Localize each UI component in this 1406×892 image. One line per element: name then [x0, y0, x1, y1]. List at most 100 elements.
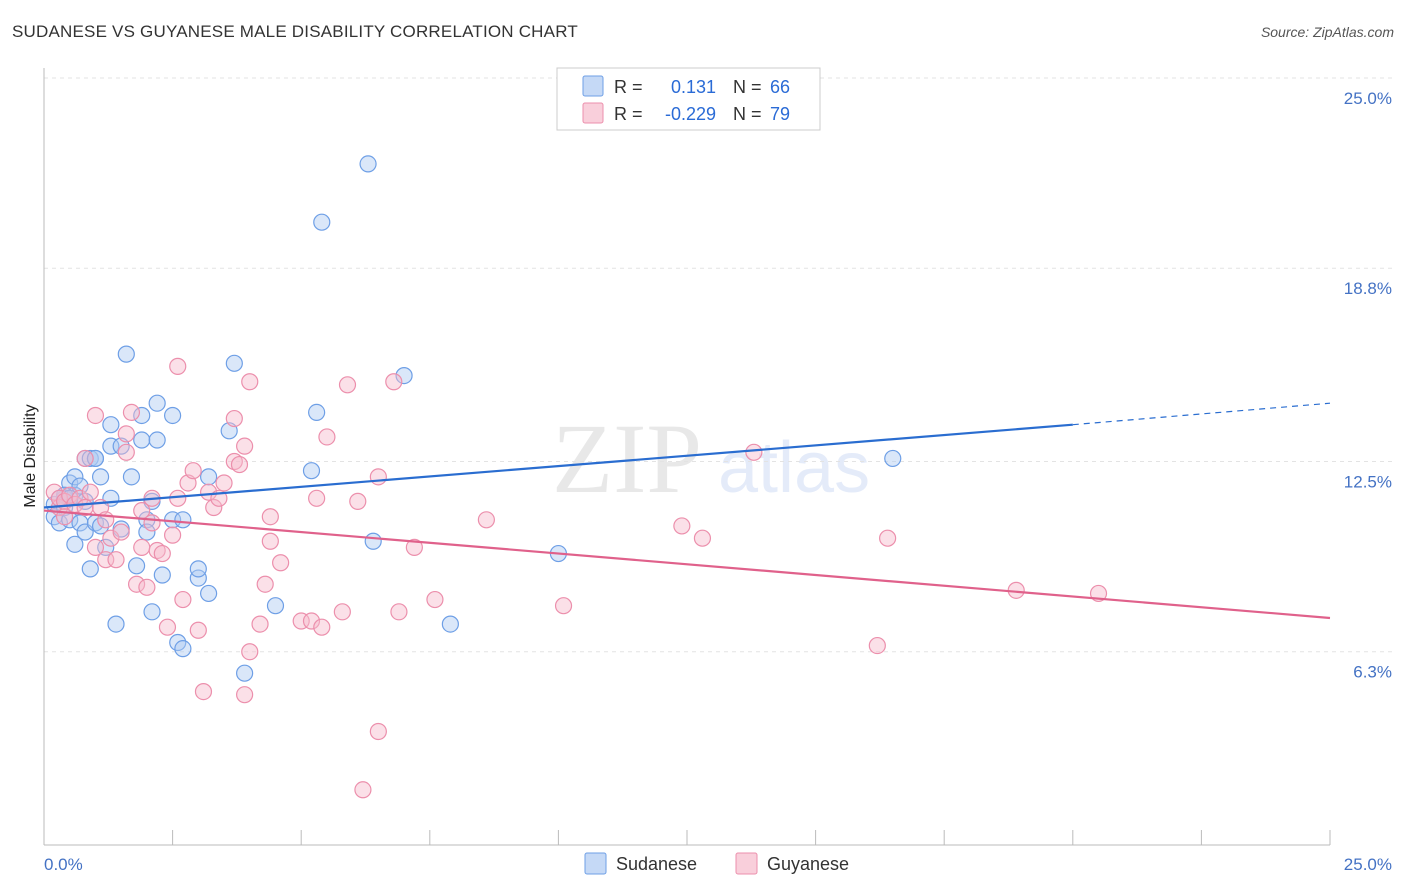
point-guyanese	[405, 538, 423, 557]
trend-line-sudanese	[43, 423, 1073, 509]
point-sudanese	[143, 603, 161, 621]
point-guyanese	[86, 406, 105, 425]
watermark: ZIP atlas	[552, 403, 870, 514]
watermark-zip: ZIP	[552, 403, 702, 514]
point-guyanese	[261, 508, 279, 526]
point-sudanese	[200, 468, 218, 486]
point-guyanese	[133, 538, 151, 557]
bottom-legend-swatch-guyanese	[735, 852, 758, 875]
point-guyanese	[554, 597, 573, 615]
point-guyanese	[318, 428, 336, 446]
point-guyanese	[117, 425, 135, 443]
point-sudanese	[441, 615, 459, 633]
point-guyanese	[338, 376, 357, 394]
point-guyanese	[205, 498, 223, 517]
point-guyanese	[477, 511, 495, 529]
point-guyanese	[194, 682, 213, 701]
point-sudanese	[200, 584, 218, 603]
point-sudanese	[266, 597, 285, 615]
point-sudanese	[302, 462, 321, 480]
source-label: Source: ZipAtlas.com	[1260, 24, 1394, 40]
point-sudanese	[164, 406, 182, 425]
point-guyanese	[693, 529, 712, 547]
point-guyanese	[302, 612, 321, 630]
point-guyanese	[215, 474, 233, 492]
point-guyanese	[256, 575, 274, 593]
point-sudanese	[189, 560, 207, 578]
point-sudanese	[91, 468, 110, 486]
legend-r-value-sudanese: 0.131	[671, 77, 716, 97]
bottom-legend-swatch-sudanese	[584, 852, 607, 875]
trend-extension-sudanese	[1072, 402, 1331, 426]
point-guyanese	[122, 403, 141, 422]
point-sudanese	[107, 615, 125, 633]
point-sudanese	[127, 557, 146, 575]
bottom-legend-label-sudanese: Sudanese	[616, 854, 697, 874]
point-sudanese	[133, 406, 151, 425]
legend-n-value-guyanese: 79	[770, 104, 790, 124]
point-guyanese	[102, 529, 120, 547]
legend-r-value-guyanese: -0.229	[665, 104, 716, 124]
point-guyanese	[333, 603, 351, 621]
point-sudanese	[359, 155, 377, 173]
point-guyanese	[184, 462, 202, 480]
point-sudanese	[225, 354, 243, 372]
point-guyanese	[369, 468, 387, 486]
point-sudanese	[174, 511, 192, 529]
point-guyanese	[143, 514, 161, 532]
point-guyanese	[251, 615, 269, 633]
point-sudanese	[364, 532, 382, 550]
point-guyanese	[261, 532, 279, 550]
point-guyanese	[272, 554, 290, 572]
point-guyanese	[313, 618, 331, 636]
series-legend: Sudanese Guyanese	[584, 852, 849, 875]
point-guyanese	[169, 489, 187, 507]
point-guyanese	[349, 492, 367, 510]
point-guyanese	[426, 590, 444, 609]
point-guyanese	[71, 489, 89, 507]
point-guyanese	[112, 523, 130, 541]
y-tick-label: 6.3%	[1353, 663, 1392, 682]
y-tick-label: 18.8%	[1344, 279, 1392, 298]
point-guyanese	[354, 781, 372, 799]
point-sudanese	[236, 664, 254, 682]
x-tick-label-min: 0.0%	[44, 855, 83, 874]
point-sudanese	[313, 213, 331, 231]
point-guyanese	[236, 686, 254, 704]
y-tick-label: 12.5%	[1344, 473, 1392, 492]
gridlines	[44, 77, 1392, 653]
point-guyanese	[158, 618, 177, 636]
point-sudanese	[117, 345, 135, 363]
point-guyanese	[81, 483, 99, 501]
point-sudanese	[138, 523, 156, 541]
scatter-points	[45, 155, 1108, 799]
legend-r-label-guyanese: R =	[614, 104, 643, 124]
legend-swatch-guyanese	[582, 102, 604, 124]
point-sudanese	[395, 366, 413, 385]
point-sudanese	[81, 560, 99, 578]
point-guyanese	[369, 722, 387, 741]
point-guyanese	[200, 483, 218, 501]
trend-line-guyanese	[43, 509, 1331, 620]
point-guyanese	[879, 529, 897, 547]
point-guyanese	[390, 603, 408, 621]
point-guyanese	[189, 621, 207, 639]
point-sudanese	[189, 569, 207, 587]
point-sudanese	[174, 640, 192, 658]
bottom-legend-label-guyanese: Guyanese	[767, 854, 849, 874]
point-guyanese	[174, 590, 192, 609]
y-tick-labels: 6.3% 12.5% 18.8% 25.0%	[1344, 89, 1392, 682]
point-guyanese	[225, 409, 243, 428]
legend-n-label-guyanese: N =	[733, 104, 762, 124]
x-ticks	[43, 830, 1331, 845]
watermark-atlas: atlas	[718, 428, 870, 508]
legend-swatch-sudanese	[582, 75, 604, 97]
point-guyanese	[385, 373, 403, 391]
y-axis-label: Male Disability	[22, 404, 39, 507]
legend-r-label-sudanese: R =	[614, 77, 643, 97]
point-guyanese	[225, 452, 243, 471]
legend-n-value-sudanese: 66	[770, 77, 790, 97]
point-sudanese	[81, 449, 99, 468]
y-tick-label: 25.0%	[1344, 89, 1392, 108]
